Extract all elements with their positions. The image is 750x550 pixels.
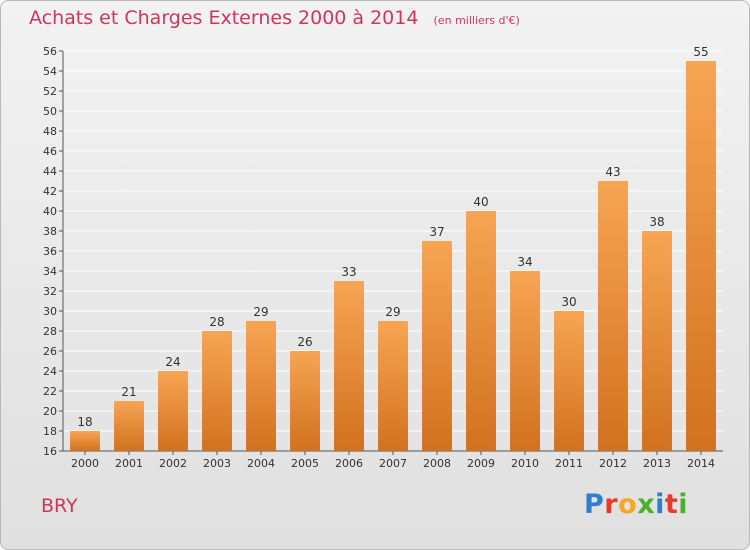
x-tick-label: 2001	[115, 457, 143, 470]
data-label: 38	[649, 215, 664, 229]
x-tick-label: 2008	[423, 457, 451, 470]
logo-letter: r	[604, 489, 619, 520]
data-label: 55	[693, 45, 708, 59]
bar	[114, 401, 144, 451]
x-tick-label: 2014	[687, 457, 715, 470]
y-tick-label: 48	[43, 125, 57, 138]
y-tick-label: 22	[43, 385, 57, 398]
logo-letter: o	[618, 489, 638, 520]
bar	[378, 321, 408, 451]
y-tick-label: 20	[43, 405, 57, 418]
x-tick-label: 2012	[599, 457, 627, 470]
logo-letter: i	[655, 489, 665, 520]
data-label: 33	[341, 265, 356, 279]
bar	[334, 281, 364, 451]
x-tick-label: 2003	[203, 457, 231, 470]
commune-name: BRY	[41, 495, 78, 517]
data-label: 40	[473, 195, 488, 209]
bar	[70, 431, 100, 451]
y-tick-label: 56	[43, 45, 57, 58]
logo-letter: i	[678, 489, 689, 520]
bar	[598, 181, 628, 451]
y-tick-label: 18	[43, 425, 57, 438]
x-tick-label: 2010	[511, 457, 539, 470]
logo-letter: t	[664, 489, 679, 520]
y-tick-label: 42	[43, 185, 57, 198]
x-tick-label: 2004	[247, 457, 275, 470]
bar	[466, 211, 496, 451]
bar	[202, 331, 232, 451]
x-tick-label: 2000	[71, 457, 99, 470]
y-tick-label: 30	[43, 305, 57, 318]
data-label: 37	[429, 225, 444, 239]
data-label: 21	[121, 385, 136, 399]
data-label: 24	[165, 355, 180, 369]
bar	[686, 61, 716, 451]
bar	[290, 351, 320, 451]
x-tick-label: 2009	[467, 457, 495, 470]
y-tick-label: 26	[43, 345, 57, 358]
bar	[554, 311, 584, 451]
chart-unit-note: (en milliers d'€)	[433, 14, 520, 27]
data-label: 30	[561, 295, 576, 309]
y-tick-label: 46	[43, 145, 57, 158]
x-tick-label: 2006	[335, 457, 363, 470]
data-label: 18	[77, 415, 92, 429]
y-tick-label: 54	[43, 65, 57, 78]
data-label: 29	[385, 305, 400, 319]
y-tick-label: 32	[43, 285, 57, 298]
y-tick-label: 16	[43, 445, 57, 458]
x-tick-label: 2005	[291, 457, 319, 470]
bar	[422, 241, 452, 451]
y-tick-label: 50	[43, 105, 57, 118]
y-tick-label: 36	[43, 245, 57, 258]
bar	[158, 371, 188, 451]
logo-letter: x	[637, 489, 656, 520]
data-label: 34	[517, 255, 532, 269]
y-tick-label: 40	[43, 205, 57, 218]
y-tick-label: 24	[43, 365, 57, 378]
data-label: 43	[605, 165, 620, 179]
chart-title: Achats et Charges Externes 2000 à 2014 (…	[29, 7, 520, 29]
y-tick-label: 38	[43, 225, 57, 238]
y-tick-label: 44	[43, 165, 57, 178]
data-label: 26	[297, 335, 312, 349]
x-tick-label: 2013	[643, 457, 671, 470]
bar	[642, 231, 672, 451]
y-tick-label: 28	[43, 325, 57, 338]
chart-title-text: Achats et Charges Externes 2000 à 2014	[29, 7, 419, 29]
y-tick-label: 34	[43, 265, 57, 278]
x-tick-label: 2007	[379, 457, 407, 470]
data-label: 28	[209, 315, 224, 329]
logo-letter: P	[584, 489, 605, 520]
x-tick-label: 2002	[159, 457, 187, 470]
bar	[246, 321, 276, 451]
x-tick-label: 2011	[555, 457, 583, 470]
bar	[510, 271, 540, 451]
proxiti-logo: Proxiti	[584, 489, 688, 520]
data-label: 29	[253, 305, 268, 319]
y-tick-label: 52	[43, 85, 57, 98]
